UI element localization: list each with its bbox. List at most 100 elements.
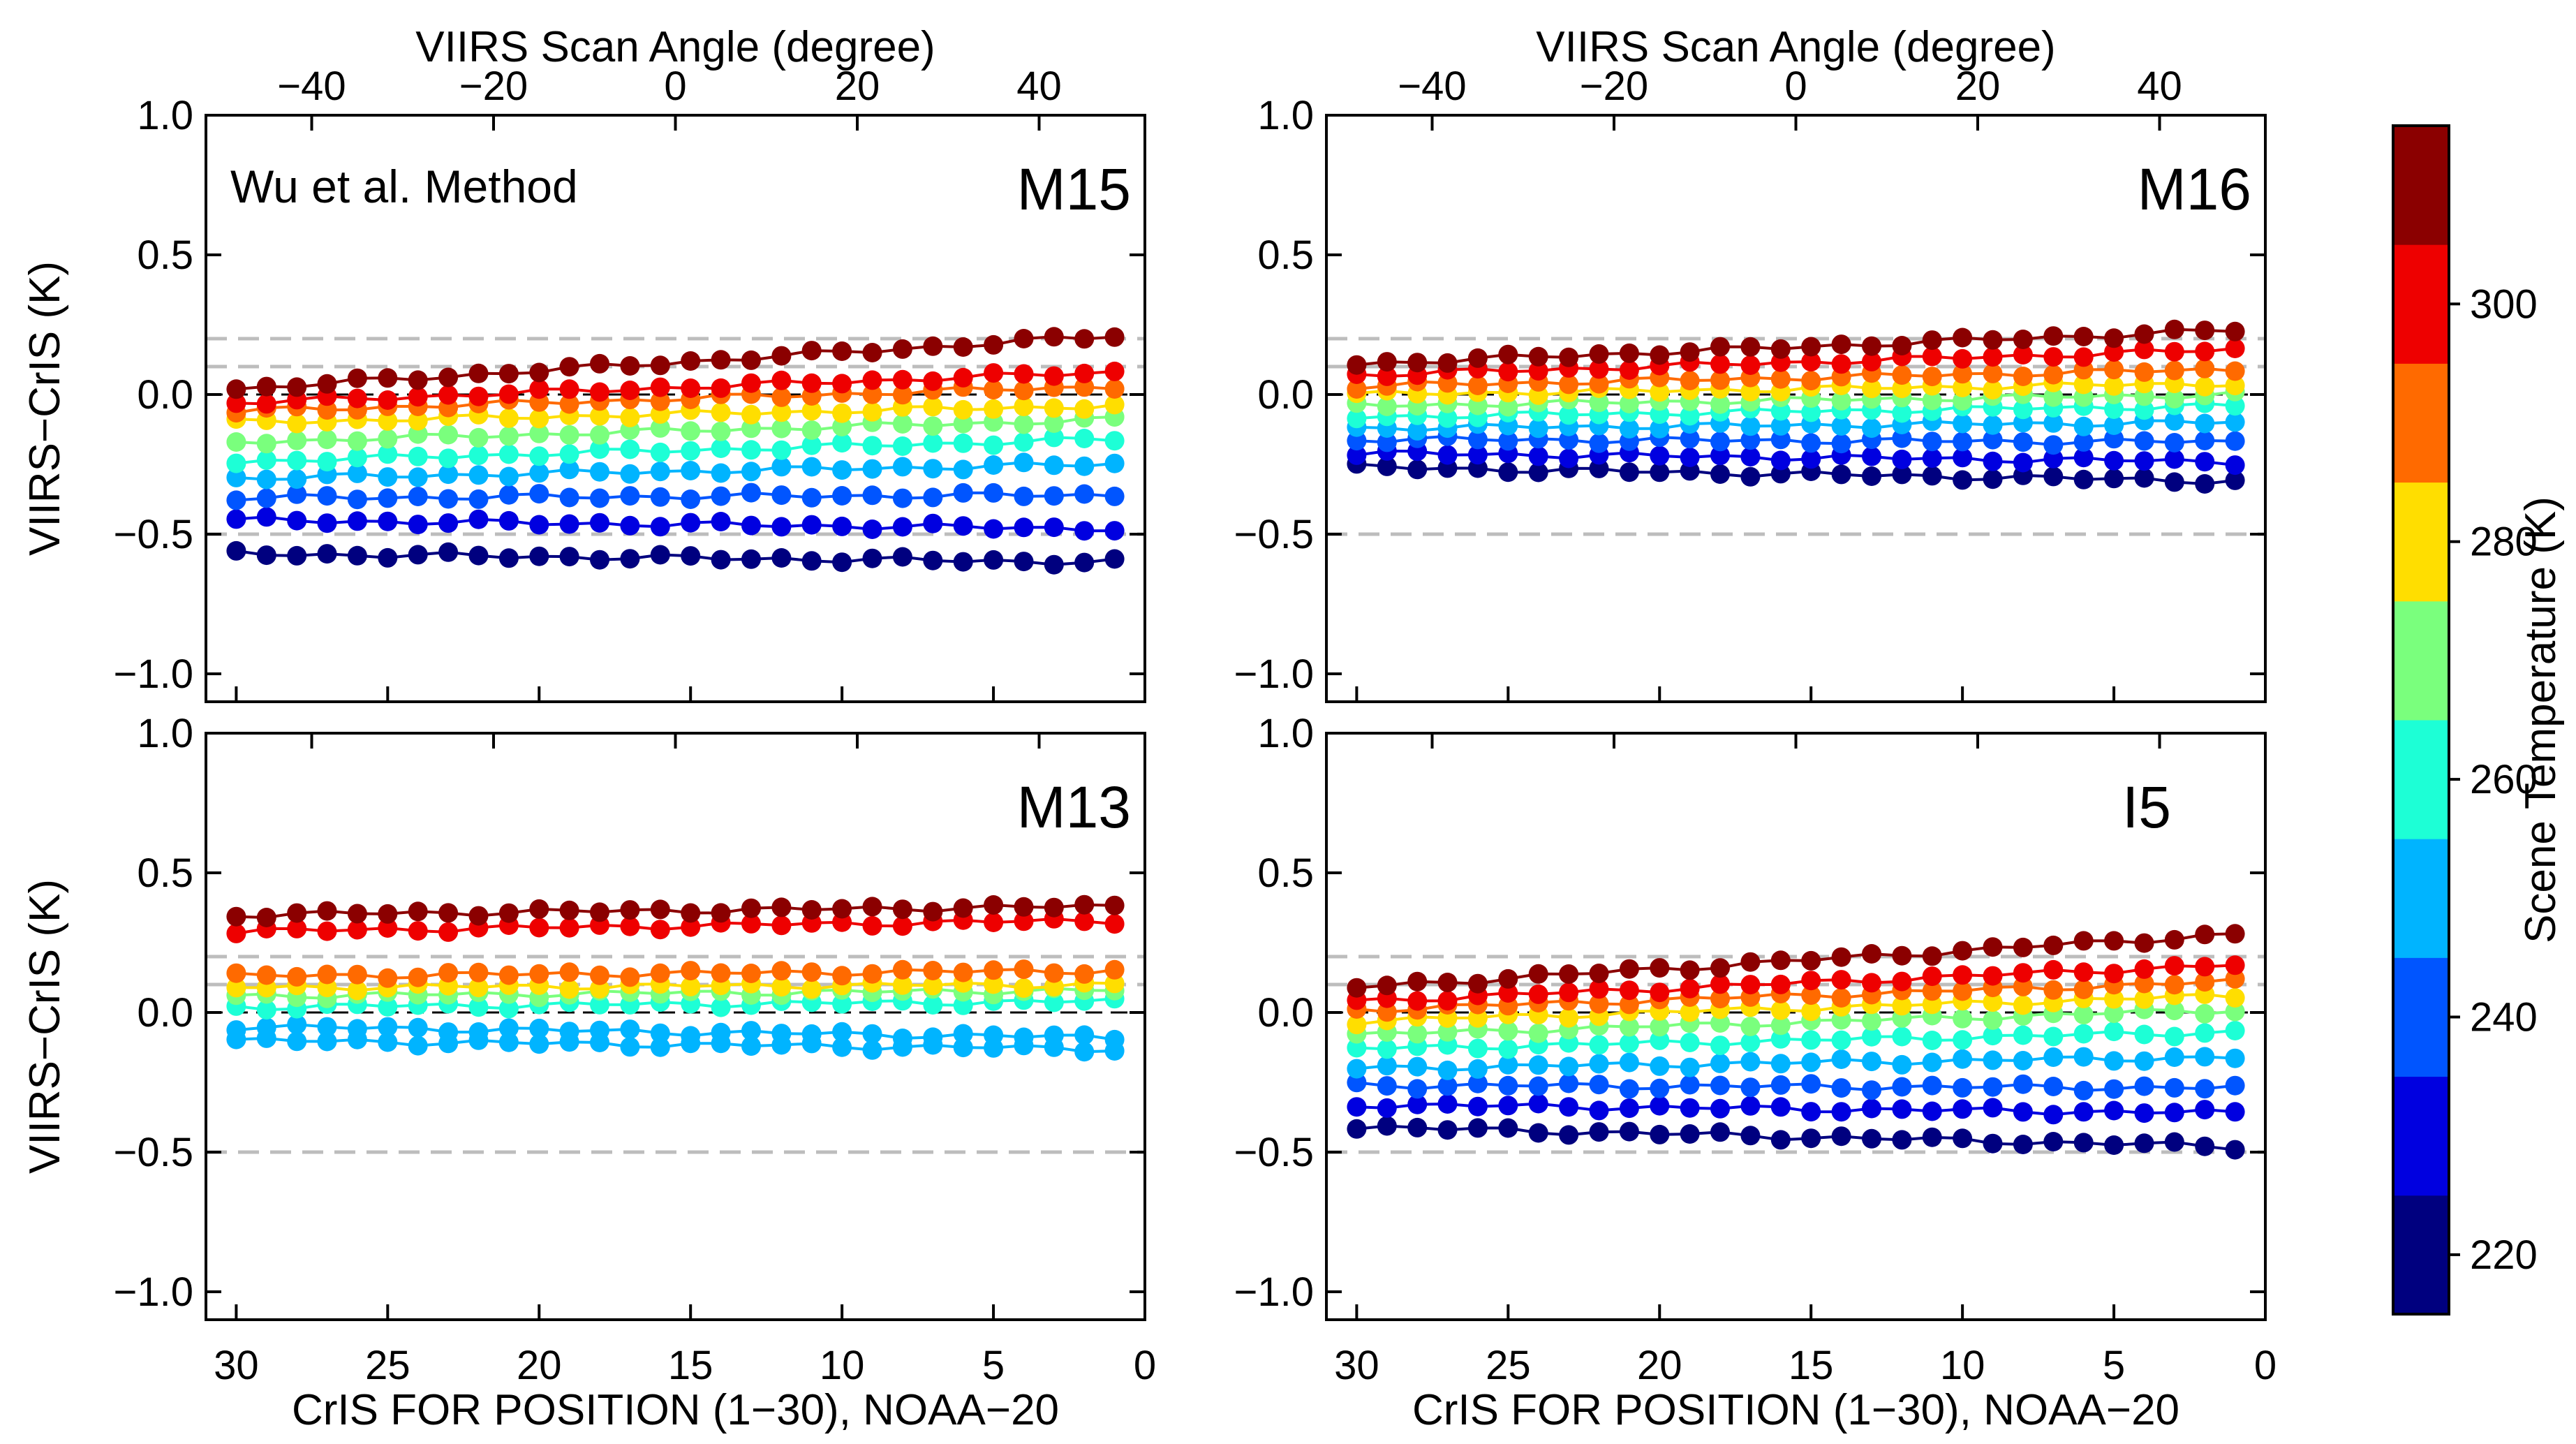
data-point bbox=[620, 356, 640, 376]
data-point bbox=[1801, 449, 1821, 469]
data-point bbox=[1650, 1078, 1670, 1098]
data-point bbox=[1589, 1075, 1609, 1095]
data-point bbox=[1104, 521, 1125, 541]
x-tick-label: 5 bbox=[982, 1343, 1005, 1388]
data-point bbox=[620, 439, 640, 459]
data-point bbox=[953, 459, 973, 480]
data-point bbox=[801, 962, 822, 982]
y-tick-label: −1.0 bbox=[1234, 651, 1315, 697]
data-point bbox=[1014, 364, 1034, 384]
data-point bbox=[1528, 462, 1548, 482]
data-point bbox=[529, 379, 549, 399]
data-point bbox=[771, 548, 792, 568]
y-tick-label: 1.0 bbox=[1257, 711, 1314, 756]
data-point bbox=[741, 404, 761, 425]
data-point bbox=[620, 407, 640, 427]
data-point bbox=[498, 510, 519, 531]
data-point bbox=[378, 547, 398, 568]
data-point bbox=[741, 373, 761, 393]
data-point bbox=[2225, 455, 2245, 476]
data-point bbox=[2164, 319, 2184, 339]
data-point bbox=[711, 512, 731, 531]
data-point bbox=[1044, 427, 1064, 448]
data-point bbox=[1740, 381, 1761, 401]
data-point bbox=[2164, 975, 2184, 995]
data-point bbox=[1831, 354, 1851, 374]
data-point bbox=[832, 552, 852, 573]
data-point bbox=[1953, 348, 1973, 369]
data-point bbox=[832, 1037, 852, 1057]
data-point bbox=[711, 997, 731, 1017]
data-point bbox=[984, 895, 1004, 915]
data-point bbox=[771, 440, 792, 460]
series-line bbox=[1356, 1055, 2235, 1072]
data-point bbox=[1347, 1059, 1367, 1079]
data-point bbox=[2195, 1003, 2215, 1024]
data-point bbox=[226, 906, 246, 927]
data-point bbox=[1922, 1075, 1942, 1096]
series-line bbox=[1356, 449, 2235, 467]
data-point bbox=[1589, 1035, 1609, 1055]
data-point bbox=[1801, 950, 1821, 971]
data-point bbox=[1801, 985, 1821, 1005]
data-point bbox=[1922, 367, 1942, 387]
data-point bbox=[771, 387, 792, 407]
data-point bbox=[1892, 403, 1912, 423]
data-point bbox=[953, 995, 973, 1015]
data-point bbox=[2134, 324, 2154, 344]
data-point bbox=[2043, 466, 2064, 487]
data-point bbox=[347, 431, 367, 451]
data-point bbox=[1347, 355, 1367, 375]
data-point bbox=[317, 921, 337, 941]
data-point bbox=[1074, 329, 1095, 349]
data-point bbox=[1831, 970, 1851, 990]
colorbar-segment bbox=[2393, 957, 2449, 1077]
data-point bbox=[287, 1031, 307, 1052]
x-tick-label: 0 bbox=[1134, 1343, 1156, 1388]
data-point bbox=[1862, 466, 1881, 486]
data-point bbox=[1044, 977, 1064, 997]
data-point bbox=[1892, 1130, 1912, 1150]
data-point bbox=[1680, 371, 1700, 390]
data-point bbox=[832, 1022, 852, 1042]
data-point bbox=[1467, 1008, 1488, 1028]
data-point bbox=[984, 435, 1004, 455]
data-point bbox=[771, 977, 792, 997]
data-point bbox=[2043, 387, 2064, 407]
data-point bbox=[741, 418, 761, 439]
y-tick-label: 1.0 bbox=[137, 93, 193, 138]
data-point bbox=[1892, 365, 1912, 385]
data-point bbox=[2225, 376, 2245, 396]
data-point bbox=[832, 433, 852, 453]
data-point bbox=[923, 901, 943, 922]
data-point bbox=[1559, 1097, 1579, 1117]
data-point bbox=[1467, 1118, 1488, 1138]
data-point bbox=[1892, 1099, 1912, 1119]
data-point bbox=[2013, 1102, 2033, 1122]
data-point bbox=[711, 421, 731, 441]
data-point bbox=[984, 974, 1004, 994]
data-point bbox=[317, 486, 337, 506]
data-point bbox=[771, 402, 792, 422]
data-point bbox=[559, 900, 579, 920]
data-point bbox=[2043, 1105, 2064, 1125]
data-point bbox=[1801, 1128, 1821, 1149]
data-point bbox=[832, 899, 852, 919]
data-point bbox=[2195, 957, 2215, 977]
data-point bbox=[1377, 456, 1397, 476]
data-point bbox=[256, 469, 276, 489]
series-line bbox=[236, 491, 1115, 502]
data-point bbox=[1710, 1122, 1730, 1142]
data-point bbox=[620, 900, 640, 920]
data-point bbox=[862, 343, 882, 362]
data-point bbox=[2013, 963, 2033, 983]
data-point bbox=[1983, 363, 2003, 383]
data-point bbox=[741, 549, 761, 569]
data-point bbox=[1801, 371, 1821, 391]
data-point bbox=[711, 903, 731, 923]
data-point bbox=[711, 1022, 731, 1043]
data-point bbox=[1862, 1128, 1881, 1149]
data-point bbox=[408, 921, 428, 941]
data-point bbox=[1892, 945, 1912, 966]
data-point bbox=[1953, 1049, 1973, 1069]
